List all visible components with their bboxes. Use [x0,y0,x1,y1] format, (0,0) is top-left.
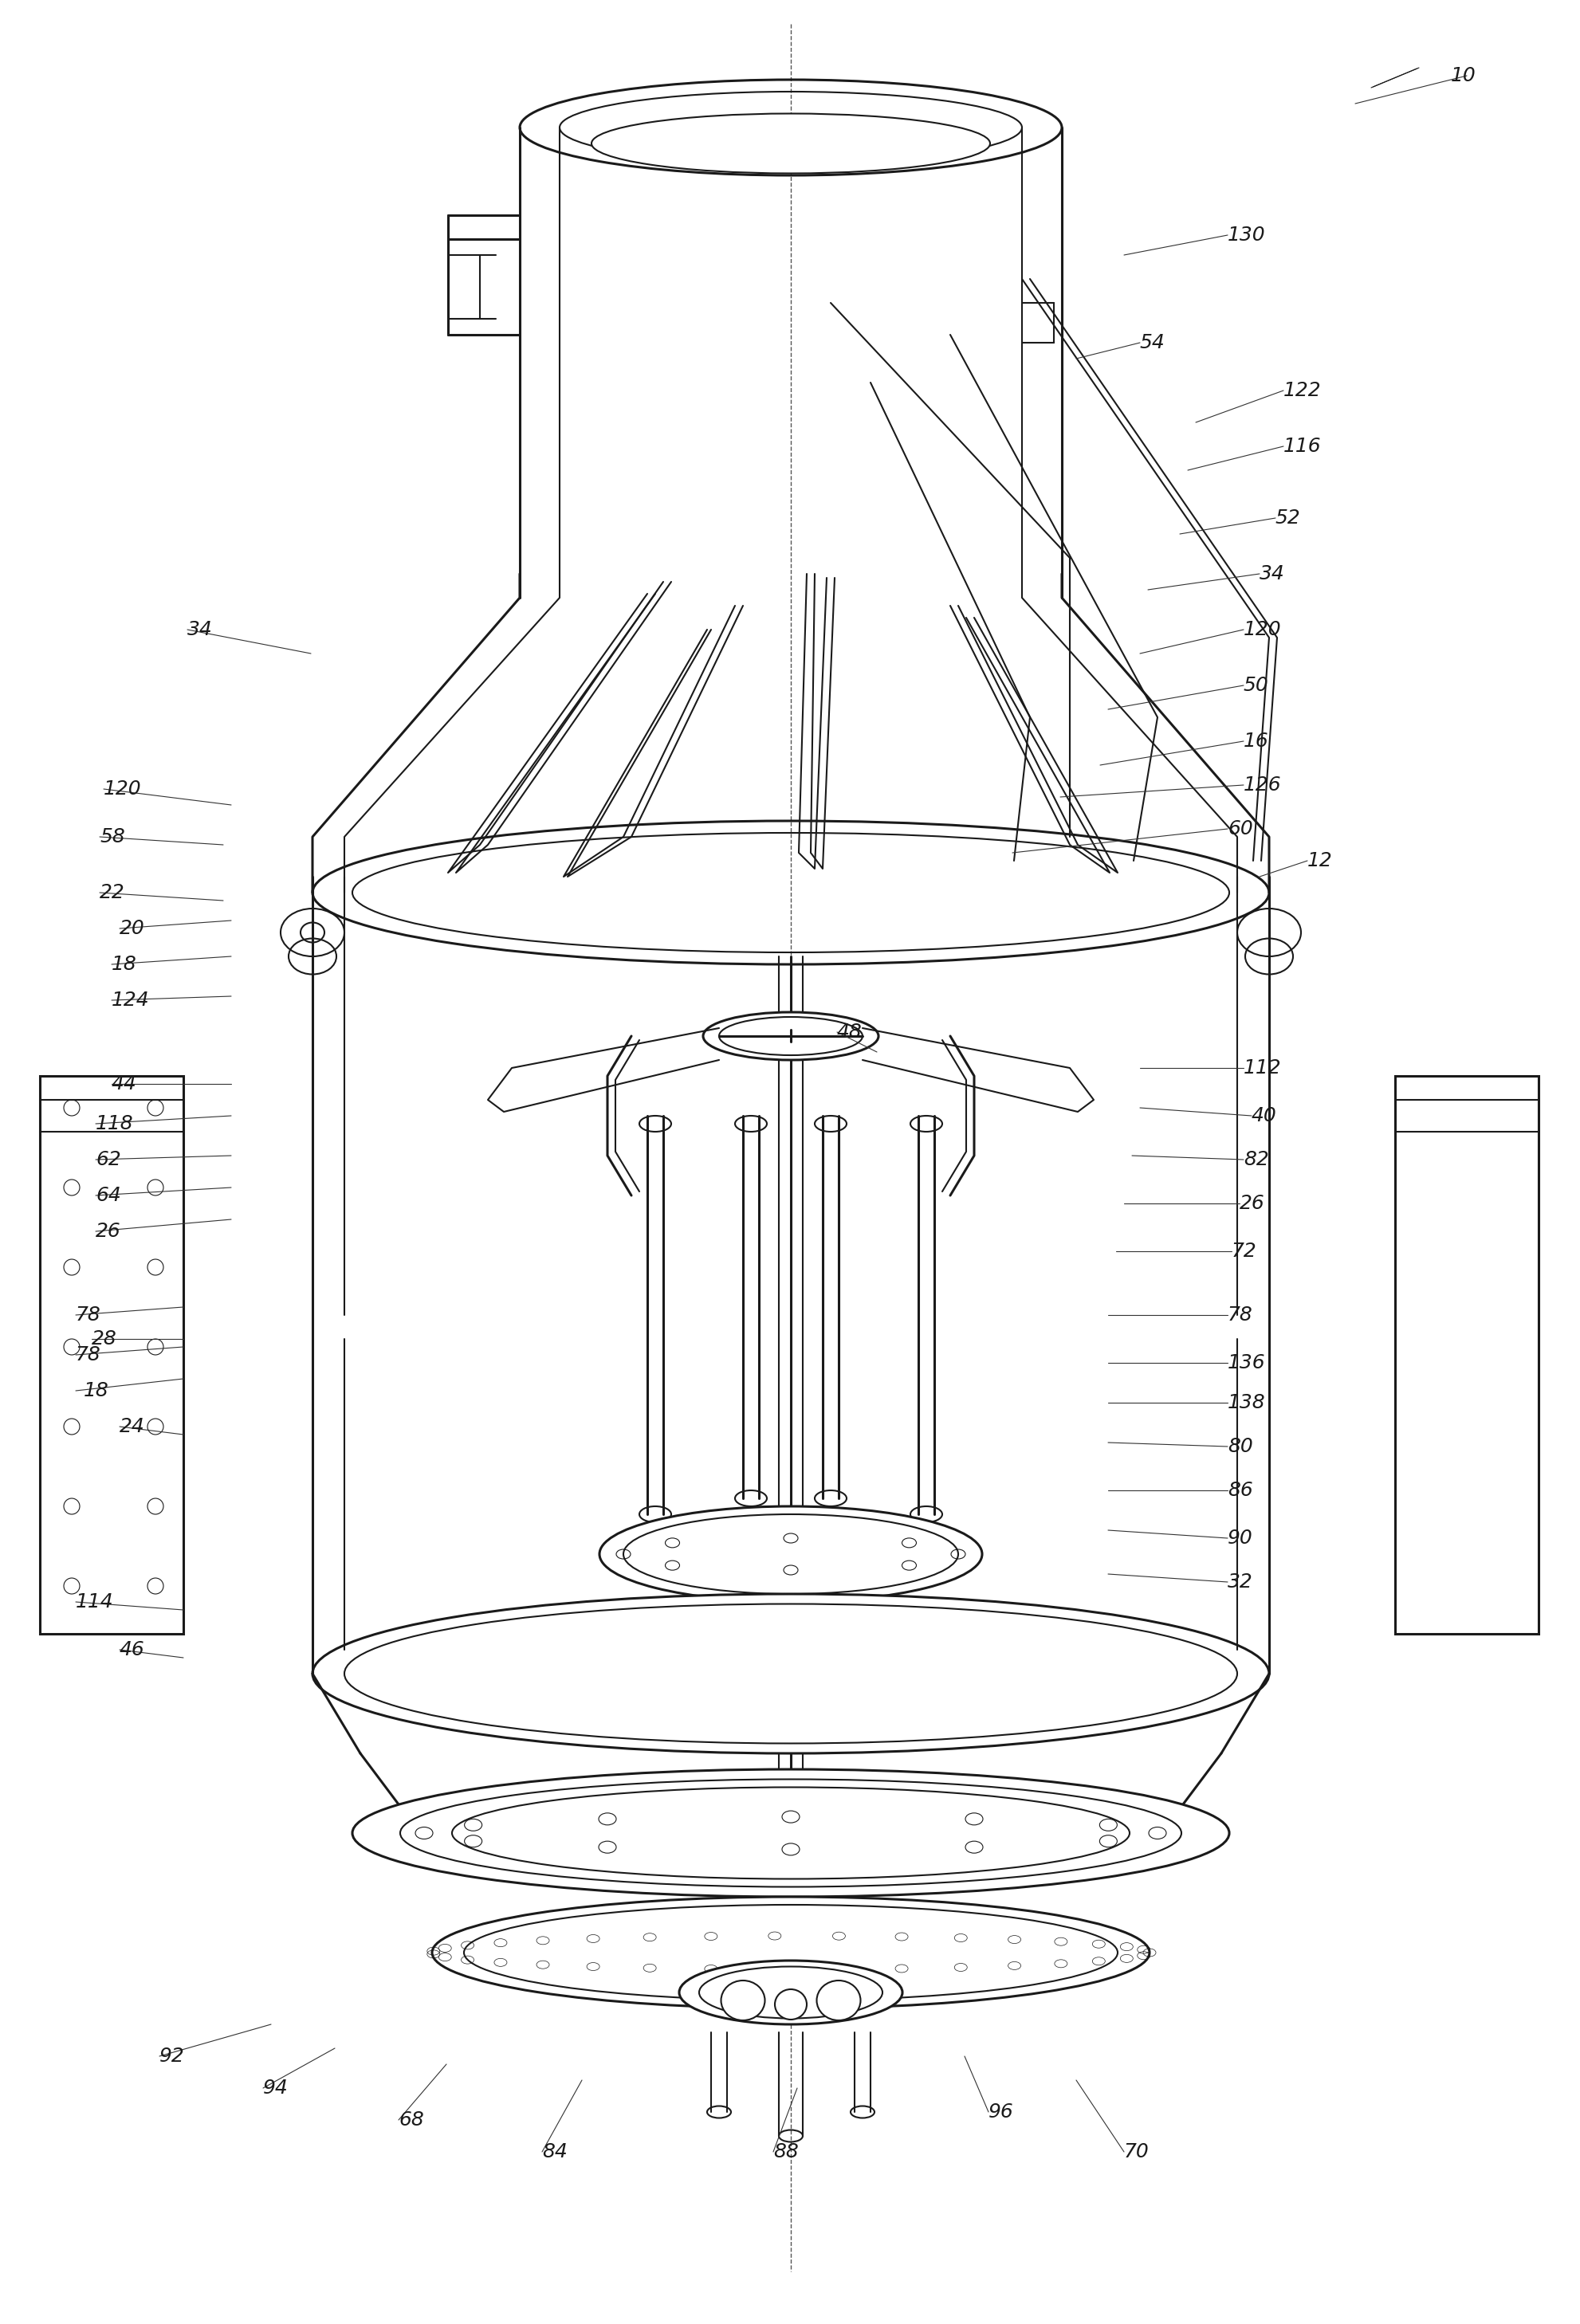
Ellipse shape [599,1506,981,1601]
Text: 130: 130 [1228,225,1266,244]
Text: 116: 116 [1283,437,1321,456]
Ellipse shape [679,1961,902,2024]
Text: 40: 40 [1251,1106,1277,1125]
Text: 26: 26 [1239,1195,1264,1213]
Ellipse shape [431,1896,1149,2008]
Text: 92: 92 [160,2047,185,2066]
Text: 68: 68 [398,2110,423,2129]
Text: 138: 138 [1228,1392,1266,1413]
Text: 90: 90 [1228,1529,1253,1548]
Text: 124: 124 [112,990,150,1009]
Text: 84: 84 [542,2143,567,2161]
Text: 12: 12 [1307,851,1332,869]
Text: 50: 50 [1243,676,1269,695]
Text: 120: 120 [104,779,142,799]
Text: 48: 48 [837,1023,863,1041]
Text: 52: 52 [1275,509,1300,528]
Ellipse shape [313,1594,1269,1752]
Text: 64: 64 [96,1185,122,1206]
Text: 88: 88 [773,2143,798,2161]
Text: 28: 28 [92,1329,117,1348]
Text: 34: 34 [1259,565,1285,583]
Ellipse shape [774,1989,806,2020]
Text: 58: 58 [100,827,125,846]
Text: 34: 34 [188,621,213,639]
Text: 62: 62 [96,1150,122,1169]
Text: 80: 80 [1228,1436,1253,1457]
Text: 60: 60 [1228,820,1253,839]
Text: 26: 26 [96,1222,122,1241]
Text: 78: 78 [76,1346,101,1364]
Text: 86: 86 [1228,1480,1253,1499]
Text: 94: 94 [262,2078,288,2099]
Text: 44: 44 [112,1074,137,1095]
Text: 114: 114 [76,1592,114,1611]
Bar [40,1076,183,1634]
Ellipse shape [817,1980,860,2020]
Ellipse shape [720,1980,765,2020]
Text: 82: 82 [1243,1150,1269,1169]
Text: 96: 96 [988,2103,1013,2122]
Text: 32: 32 [1228,1573,1253,1592]
Text: 20: 20 [120,918,145,939]
Text: 78: 78 [1228,1306,1253,1325]
Text: 16: 16 [1243,732,1269,751]
Text: 120: 120 [1243,621,1281,639]
Text: 18: 18 [84,1380,109,1401]
Text: 46: 46 [120,1641,145,1659]
Ellipse shape [591,114,989,174]
Text: 18: 18 [112,955,137,974]
Text: 10: 10 [1450,65,1476,86]
Text: 126: 126 [1243,776,1281,795]
Text: 78: 78 [76,1306,101,1325]
Text: 112: 112 [1243,1057,1281,1078]
Text: 122: 122 [1283,381,1321,400]
Text: 70: 70 [1123,2143,1149,2161]
Bar [1395,1076,1537,1634]
Ellipse shape [703,1013,878,1060]
Text: 22: 22 [100,883,125,902]
Text: 72: 72 [1231,1241,1256,1262]
Text: 24: 24 [120,1418,145,1436]
Ellipse shape [352,1769,1229,1896]
Text: 118: 118 [96,1113,134,1134]
Text: 54: 54 [1139,332,1164,353]
Text: 136: 136 [1228,1353,1266,1373]
